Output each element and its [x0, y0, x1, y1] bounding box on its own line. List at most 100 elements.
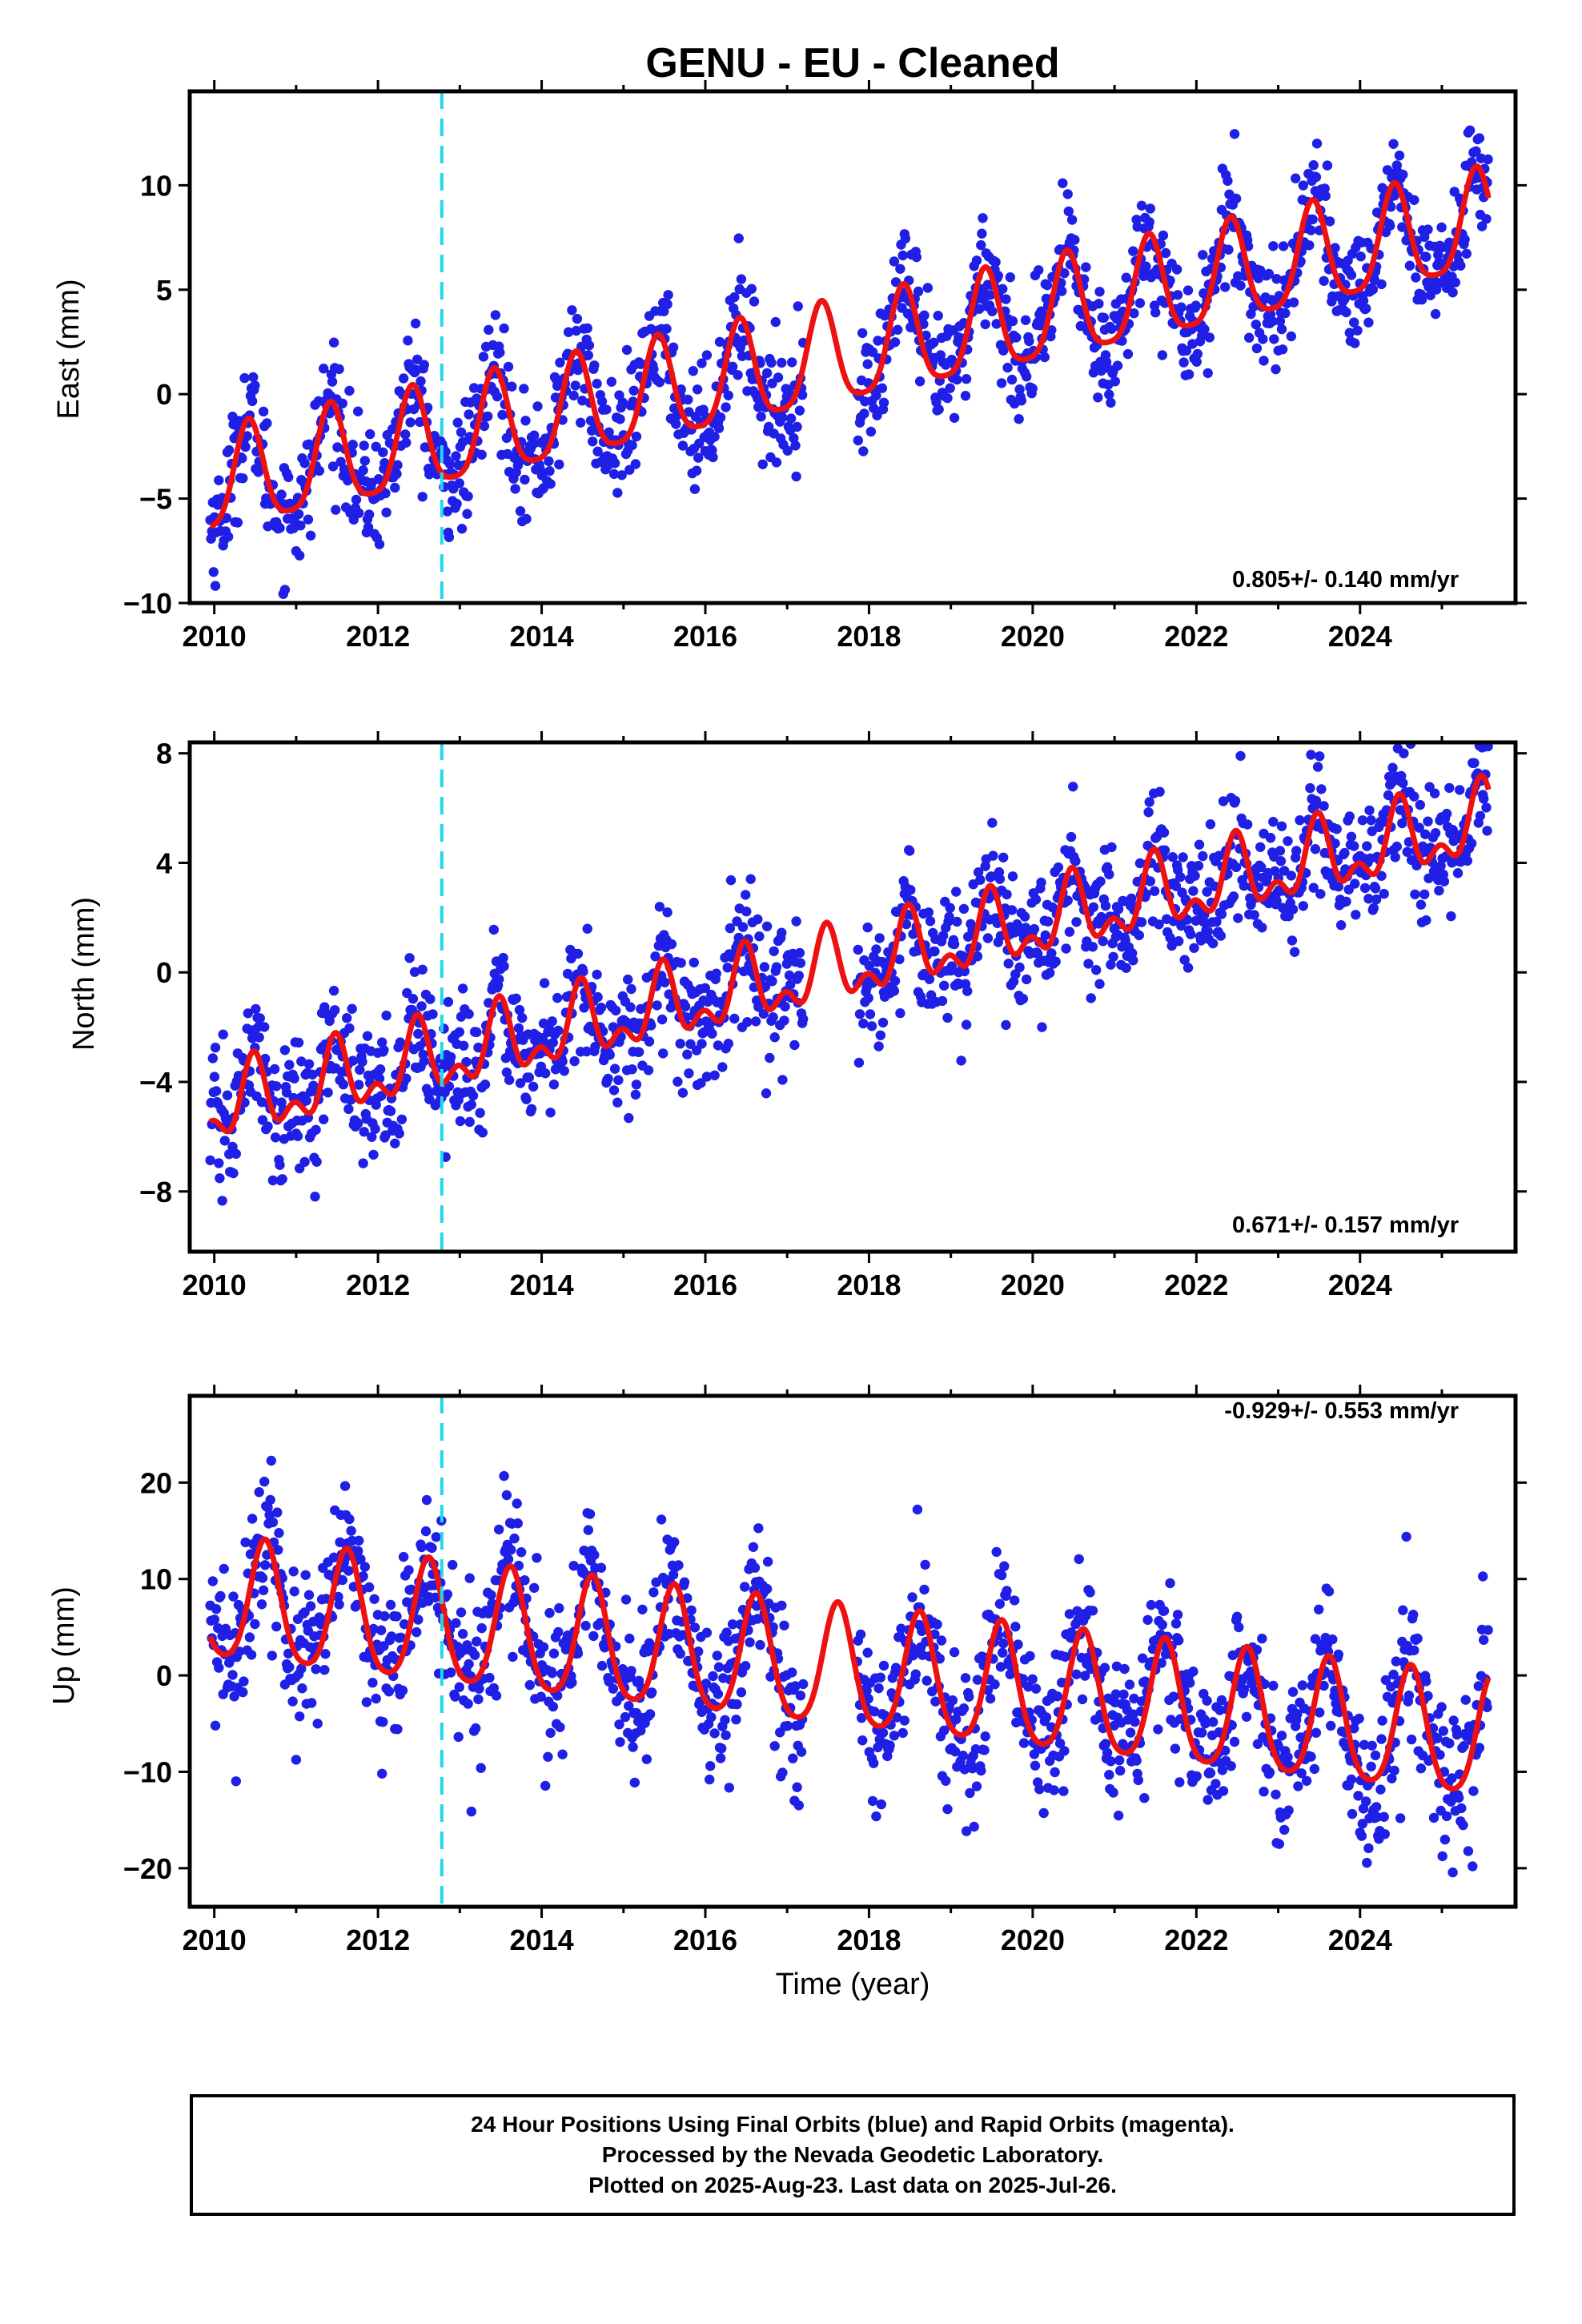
data-point [499, 961, 509, 971]
data-point [862, 359, 873, 369]
data-point [510, 484, 520, 494]
data-point [713, 1689, 724, 1699]
data-point [1061, 943, 1071, 954]
data-point [711, 968, 721, 979]
data-point [327, 461, 339, 472]
data-point [1473, 1681, 1484, 1691]
data-point [998, 852, 1009, 863]
data-point [733, 370, 743, 380]
data-point [1042, 916, 1054, 927]
data-point [358, 465, 368, 476]
data-point [378, 447, 388, 457]
data-point [945, 383, 955, 393]
data-point [1145, 876, 1156, 887]
data-point [267, 1175, 279, 1186]
data-point [532, 401, 543, 412]
data-point [1327, 1634, 1338, 1645]
data-point [262, 418, 272, 428]
data-point [244, 1632, 255, 1642]
data-point [863, 1694, 873, 1704]
data-point [974, 304, 985, 314]
data-point [1305, 782, 1315, 794]
data-point [1216, 1695, 1227, 1706]
data-point [1034, 1784, 1045, 1795]
data-point [965, 1787, 975, 1799]
data-point [412, 1626, 422, 1638]
data-point [1255, 842, 1266, 853]
data-point [259, 1476, 270, 1487]
data-point [331, 505, 341, 515]
data-point [1409, 791, 1419, 802]
data-point [1359, 883, 1371, 894]
data-point [1308, 883, 1319, 893]
data-point [297, 1683, 307, 1694]
model-line [207, 1536, 1492, 1792]
data-point [854, 1009, 865, 1019]
data-point [911, 251, 922, 263]
data-point [391, 1611, 402, 1622]
footer-line-3: Plotted on 2025-Aug-23. Last data on 202… [588, 2173, 1117, 2197]
data-point [442, 506, 452, 517]
data-point [516, 1547, 527, 1558]
data-point [1188, 1667, 1199, 1677]
data-point [1421, 1676, 1431, 1687]
data-point [1301, 1775, 1312, 1786]
data-point [1244, 332, 1255, 343]
data-point [1311, 795, 1322, 806]
data-point [875, 1672, 886, 1683]
data-point [698, 404, 709, 415]
data-point [319, 364, 329, 374]
data-point [1149, 886, 1160, 896]
data-point [269, 1063, 280, 1075]
data-point [1287, 935, 1298, 946]
data-point [271, 1081, 282, 1092]
data-point [1274, 1839, 1285, 1849]
data-point [949, 412, 960, 423]
data-point [1390, 852, 1400, 862]
data-point [1310, 844, 1321, 854]
y-tick-label: 5 [156, 274, 172, 307]
x-tick-label: 2010 [183, 620, 247, 653]
data-point [1416, 295, 1427, 305]
data-point [1174, 1777, 1185, 1787]
data-point [1154, 919, 1164, 930]
data-point [856, 1713, 867, 1723]
data-point [469, 1650, 480, 1660]
data-point [327, 376, 338, 387]
data-point [1108, 1787, 1118, 1798]
data-point [1467, 838, 1477, 849]
data-point [1436, 1702, 1447, 1712]
x-tick-label: 2018 [837, 620, 901, 653]
data-point [1150, 308, 1161, 318]
data-point [951, 887, 962, 897]
data-point [895, 1008, 905, 1019]
data-point [1311, 171, 1322, 183]
data-point [529, 1582, 540, 1594]
plot-area [205, 742, 1493, 1252]
data-point [568, 390, 579, 401]
data-point [1098, 936, 1108, 947]
data-point [1415, 799, 1426, 810]
data-point [1268, 816, 1279, 827]
data-point [1331, 824, 1342, 834]
data-point [949, 939, 960, 950]
data-point [394, 1128, 404, 1139]
data-point [1142, 1614, 1153, 1626]
data-point [396, 1114, 408, 1125]
data-point [279, 1045, 291, 1055]
data-point [580, 1620, 591, 1631]
data-point [889, 986, 900, 996]
data-point [464, 1009, 474, 1019]
up-ylabel: Up (mm) [47, 1586, 81, 1705]
data-point [293, 509, 304, 520]
data-point [741, 890, 751, 900]
data-point [1211, 916, 1222, 927]
data-point [1322, 160, 1333, 171]
data-point [624, 1701, 634, 1711]
y-tick-label: −4 [139, 1066, 172, 1099]
data-point [548, 1037, 558, 1048]
data-point [1160, 247, 1171, 259]
data-point [214, 1158, 224, 1168]
data-point [464, 1659, 474, 1670]
data-point [464, 1573, 475, 1583]
